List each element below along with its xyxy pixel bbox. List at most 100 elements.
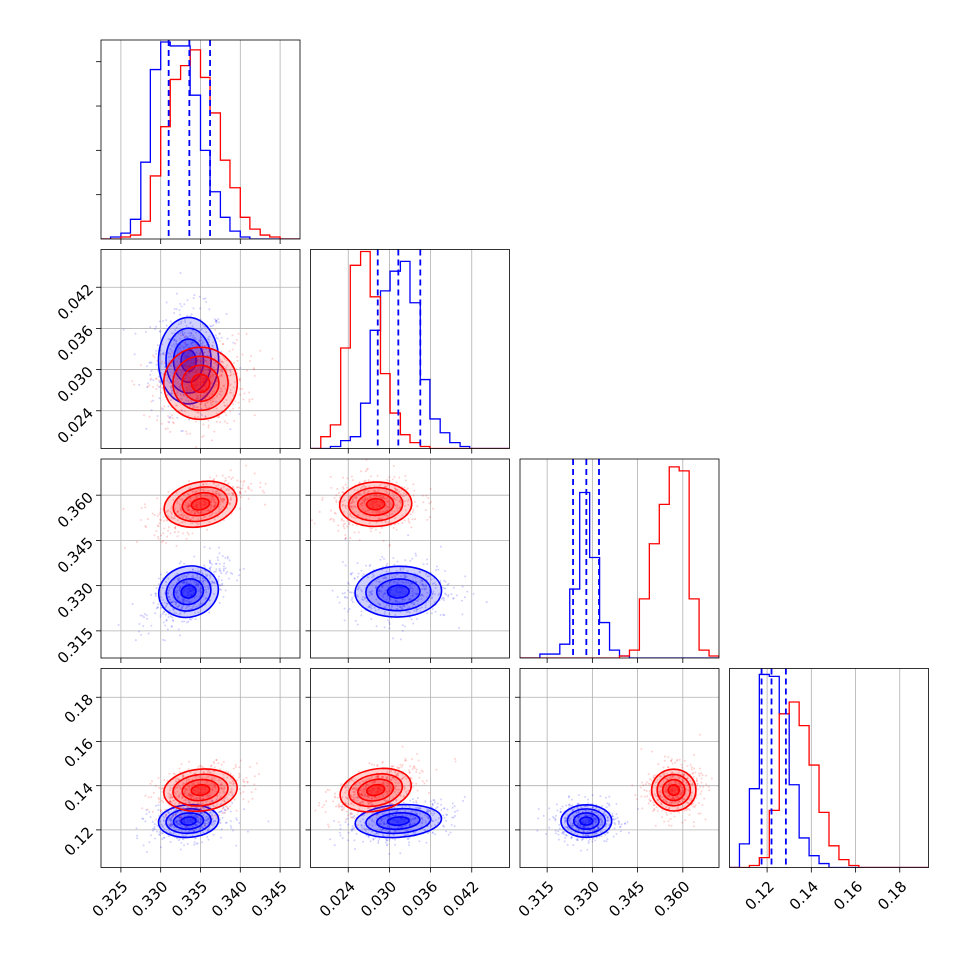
- scatter-point: [190, 805, 193, 808]
- scatter-point: [167, 526, 170, 529]
- scatter-point: [185, 343, 188, 346]
- scatter-point: [222, 806, 225, 809]
- scatter-point: [226, 798, 229, 801]
- scatter-point: [200, 510, 203, 513]
- scatter-point: [200, 407, 203, 410]
- scatter-point: [231, 348, 234, 351]
- scatter-point: [194, 584, 197, 587]
- scatter-point: [373, 489, 376, 492]
- scatter-point: [333, 496, 336, 499]
- scatter-point: [145, 526, 148, 529]
- scatter-point: [176, 777, 179, 780]
- scatter-point: [411, 768, 414, 771]
- scatter-point: [436, 802, 439, 805]
- scatter-point: [138, 383, 141, 386]
- scatter-point: [324, 811, 327, 814]
- scatter-point: [175, 581, 178, 584]
- scatter-point: [341, 500, 344, 503]
- scatter-point: [361, 485, 364, 488]
- scatter-point: [155, 349, 158, 352]
- scatter-point: [375, 493, 378, 496]
- scatter-point: [163, 610, 166, 613]
- scatter-point: [367, 479, 370, 482]
- scatter-point: [419, 581, 422, 584]
- scatter-point: [208, 567, 211, 570]
- scatter-point: [162, 515, 165, 518]
- scatter-point: [178, 562, 181, 565]
- scatter-point: [170, 355, 173, 358]
- scatter-point: [261, 489, 264, 492]
- scatter-point: [221, 582, 224, 585]
- scatter-point: [232, 341, 235, 344]
- scatter-point: [447, 833, 450, 836]
- scatter-point: [219, 497, 222, 500]
- density-fill: [172, 356, 229, 411]
- scatter-point: [158, 375, 161, 378]
- scatter-point: [184, 385, 187, 388]
- scatter-point: [223, 384, 226, 387]
- scatter-point: [211, 580, 214, 583]
- scatter-point: [407, 843, 410, 846]
- scatter-point: [225, 570, 228, 573]
- scatter-point: [203, 515, 206, 518]
- scatter-point: [170, 825, 173, 828]
- scatter-point: [380, 496, 383, 499]
- scatter-point: [158, 518, 161, 521]
- scatter-point: [357, 572, 360, 575]
- scatter-point: [176, 392, 179, 395]
- scatter-point: [223, 808, 226, 811]
- scatter-point: [196, 371, 199, 374]
- scatter-point: [229, 469, 232, 472]
- scatter-point: [350, 506, 353, 509]
- scatter-point: [194, 580, 197, 583]
- scatter-point: [211, 373, 214, 376]
- scatter-point: [178, 816, 181, 819]
- scatter-point: [374, 528, 377, 531]
- scatter-point: [200, 765, 203, 768]
- scatter-point: [168, 355, 171, 358]
- scatter-point: [187, 793, 190, 796]
- scatter-point: [343, 619, 346, 622]
- scatter-point: [155, 607, 158, 610]
- scatter-point: [213, 504, 216, 507]
- scatter-point: [178, 604, 181, 607]
- scatter-point: [168, 795, 171, 798]
- scatter-point: [198, 827, 201, 830]
- scatter-point: [134, 332, 137, 335]
- scatter-point: [151, 780, 154, 783]
- scatter-point: [364, 828, 367, 831]
- scatter-point: [187, 768, 190, 771]
- scatter-point: [351, 500, 354, 503]
- scatter-point: [178, 354, 181, 357]
- scatter-point: [453, 810, 456, 813]
- scatter-point: [211, 581, 214, 584]
- contour-line: [180, 584, 197, 599]
- scatter-point: [221, 474, 224, 477]
- scatter-point: [393, 843, 396, 846]
- scatter-point: [142, 817, 145, 820]
- scatter-point: [201, 811, 204, 814]
- scatter-point: [204, 786, 207, 789]
- scatter-point: [199, 375, 202, 378]
- scatter-point: [145, 365, 148, 368]
- scatter-point: [156, 415, 159, 418]
- scatter-point: [375, 512, 378, 515]
- scatter-point: [249, 360, 252, 363]
- scatter-point: [409, 799, 412, 802]
- scatter-point: [234, 342, 237, 345]
- contour-line: [180, 816, 197, 826]
- scatter-point: [196, 820, 199, 823]
- scatter-point: [205, 819, 208, 822]
- scatter-point: [426, 832, 429, 835]
- scatter-point: [158, 833, 161, 836]
- scatter-point: [183, 587, 186, 590]
- scatter-point: [239, 367, 242, 370]
- scatter-point: [463, 795, 466, 798]
- scatter-point: [231, 334, 234, 337]
- scatter-point: [225, 770, 228, 773]
- scatter-point: [438, 592, 441, 595]
- scatter-point: [196, 781, 199, 784]
- scatter-point: [160, 606, 163, 609]
- scatter-point: [398, 595, 401, 598]
